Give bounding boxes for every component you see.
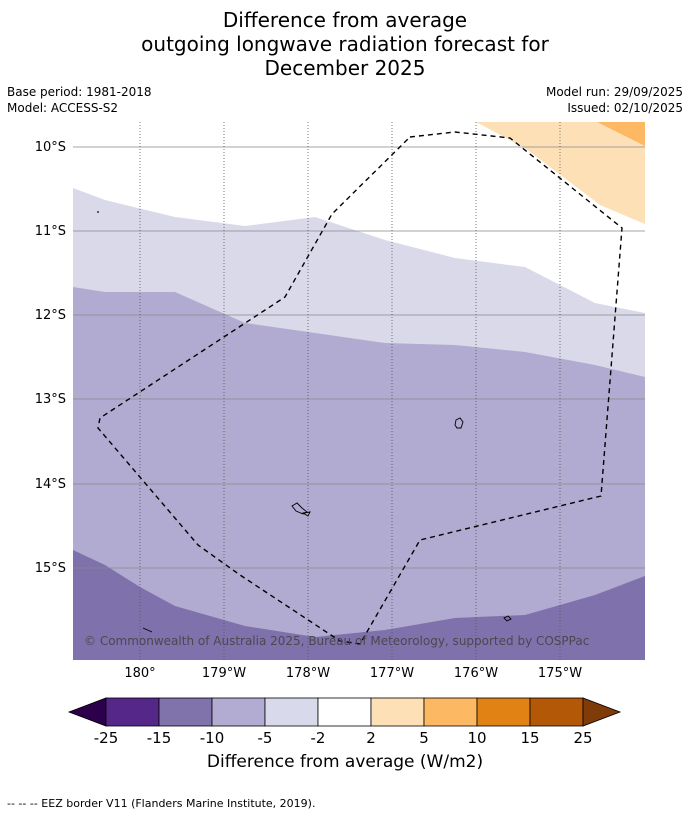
lat-label: 15°S	[35, 561, 66, 576]
lat-label: 10°S	[35, 140, 66, 155]
island-dot	[97, 211, 99, 213]
anomaly-region-m15-m10	[73, 550, 645, 660]
colorbar-tick-label: 10	[467, 729, 486, 747]
title-line-3: December 2025	[264, 56, 426, 80]
lat-label: 14°S	[35, 477, 66, 492]
chart-title: Difference from average outgoing longwav…	[0, 8, 690, 80]
lon-label: 176°W	[454, 666, 498, 681]
colorbar-title: Difference from average (W/m2)	[206, 752, 484, 772]
lat-label: 13°S	[35, 392, 66, 407]
model-run-label: Model run: 29/09/2025	[545, 85, 683, 99]
colorbar-tick-label: 25	[573, 729, 592, 747]
colorbar-tick-label: -5	[258, 729, 273, 747]
lon-label: 180°	[124, 666, 155, 681]
anomaly-region-5-10	[597, 122, 645, 146]
colorbar-bin	[476, 697, 531, 727]
map-panel: © Commonwealth of Australia 2025, Bureau…	[73, 122, 645, 660]
lat-label: 12°S	[35, 308, 66, 323]
colorbar-bin	[317, 697, 372, 727]
island-outline	[454, 417, 464, 429]
island-outline	[142, 627, 153, 633]
colorbar-extend-low	[67, 697, 107, 727]
longitude-labels: 180° 179°W 178°W 177°W 176°W 175°W	[124, 666, 582, 681]
issued-label: Issued: 02/10/2025	[567, 101, 683, 115]
latitude-gridlines	[73, 146, 645, 569]
colorbar: -25 -15 -10 -5 -2 2 5 10 15 25	[67, 697, 622, 747]
latitude-labels: 10°S 11°S 12°S 13°S 14°S 15°S	[35, 140, 66, 576]
colorbar-bin	[158, 697, 213, 727]
meta-right: Model run: 29/09/2025 Issued: 02/10/2025	[546, 84, 683, 116]
island-outline	[301, 511, 311, 517]
anomaly-region-m10-m5	[73, 287, 645, 660]
colorbar-tick-label: -25	[94, 729, 119, 747]
colorbar-tick-label: -15	[147, 729, 172, 747]
colorbar-bin	[105, 697, 160, 727]
colorbar-tick-label: -10	[200, 729, 225, 747]
colorbar-tick-label: 15	[520, 729, 539, 747]
lon-label: 178°W	[286, 666, 330, 681]
colorbar-bin	[370, 697, 425, 727]
base-period-label: Base period: 1981-2018	[7, 85, 152, 99]
lon-label: 175°W	[538, 666, 582, 681]
colorbar-extend-high	[582, 697, 622, 727]
lat-label: 11°S	[35, 224, 66, 239]
meta-left: Base period: 1981-2018 Model: ACCESS-S2	[7, 84, 152, 116]
island-outline	[503, 615, 512, 622]
lon-label: 179°W	[202, 666, 246, 681]
colorbar-tick-label: 5	[419, 729, 429, 747]
title-line-2: outgoing longwave radiation forecast for	[141, 32, 549, 56]
colorbar-bin	[264, 697, 319, 727]
copyright-notice: © Commonwealth of Australia 2025, Bureau…	[84, 634, 589, 648]
colorbar-bin	[423, 697, 478, 727]
colorbar-tick-label: 2	[366, 729, 376, 747]
colorbar-tick-label: -2	[311, 729, 326, 747]
colorbar-bin	[211, 697, 266, 727]
eez-footnote: -- -- -- EEZ border V11 (Flanders Marine…	[7, 797, 316, 810]
eez-border	[97, 131, 623, 645]
anomaly-region-2-5	[476, 122, 645, 224]
title-line-1: Difference from average	[222, 8, 468, 32]
colorbar-bin	[529, 697, 584, 727]
lon-label: 177°W	[370, 666, 414, 681]
model-label: Model: ACCESS-S2	[7, 101, 119, 115]
